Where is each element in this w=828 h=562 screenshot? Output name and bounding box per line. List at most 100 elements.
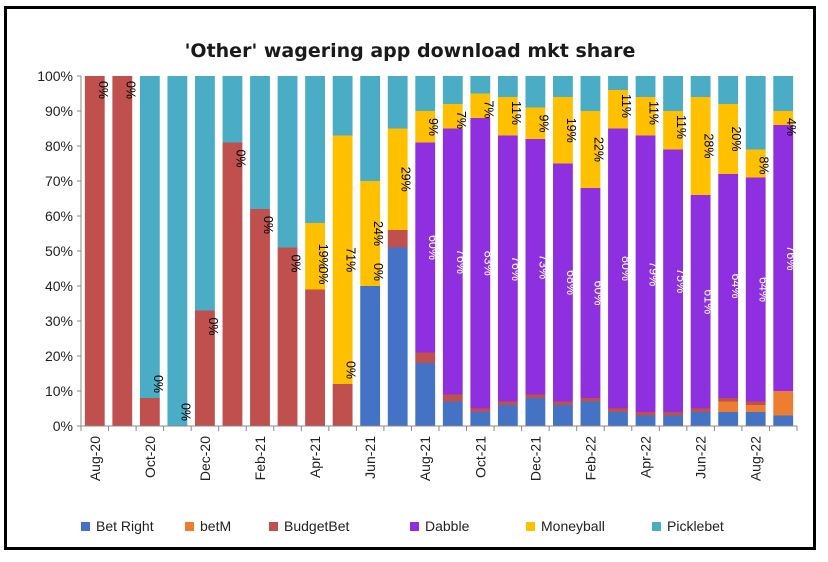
bar-segment-moneyball xyxy=(718,104,739,174)
legend-label-budgetbet: BudgetBet xyxy=(284,518,349,534)
data-label-moneyball: 7% xyxy=(481,100,495,118)
data-label-moneyball: 29% xyxy=(399,167,413,192)
bar-segment-dabble xyxy=(497,135,518,402)
bar-segment-budgetbet xyxy=(635,412,656,416)
data-label-dabble: 64% xyxy=(729,273,743,298)
bar-segment-budgetbet xyxy=(745,401,766,405)
bar-segment-picklebet xyxy=(745,76,766,150)
data-label-moneyball: 4% xyxy=(784,118,798,136)
legend-label-dabble: Dabble xyxy=(425,518,470,534)
bar-segment-moneyball xyxy=(497,97,518,136)
bar-segment-budgetbet xyxy=(580,398,601,402)
bar-segment-budgetbet xyxy=(195,310,215,426)
bar-segment-dabble xyxy=(525,139,546,395)
x-tick-label: Dec-21 xyxy=(527,436,543,481)
y-tick-label: 0% xyxy=(53,418,73,434)
bar-segment-bet-right xyxy=(525,398,546,426)
bar-segment-picklebet xyxy=(470,76,491,94)
bar-segment-budgetbet xyxy=(332,384,353,426)
bar-segment-budgetbet xyxy=(553,401,573,405)
bar-segment-picklebet xyxy=(195,76,215,311)
x-tick-label: Oct-21 xyxy=(472,436,488,478)
x-axis: Aug-20 Oct-20 Dec-20 Feb-21 Apr-21 Jun-21 Aug-… xyxy=(80,425,798,481)
x-tick-label: Feb-21 xyxy=(252,436,268,481)
bar-segment-dabble xyxy=(580,188,601,398)
data-label-dabble: 60% xyxy=(426,235,440,260)
bar-segment-budgetbet xyxy=(139,398,160,426)
bar-segment-moneyball xyxy=(635,97,656,136)
bar-segment-moneyball xyxy=(360,181,381,286)
bar-segment-picklebet xyxy=(497,76,518,97)
bar-segment-moneyball xyxy=(442,104,463,129)
data-label-dabble: 68% xyxy=(564,270,578,295)
data-label-moneyball: 11% xyxy=(509,101,523,125)
y-tick-label: 60% xyxy=(45,208,73,224)
data-label-moneyball: 11% xyxy=(674,115,688,139)
y-tick-label: 90% xyxy=(45,103,73,119)
data-labels: 0% 0% 0% 0% 0% 0% 0% 0% 0% 0% 0% 60% 76% 83% 76% 73% 68%… xyxy=(96,81,798,421)
bar-segment-picklebet xyxy=(580,76,601,111)
bar-segment-picklebet xyxy=(360,76,381,181)
legend-swatch-bet-right xyxy=(81,522,90,531)
bar-segment-bet-right xyxy=(497,405,518,426)
legend-swatch-moneyball xyxy=(526,522,535,531)
data-label-budgetbet: 0% xyxy=(151,375,165,393)
bar-segment-bet-right xyxy=(745,412,766,426)
bar-segment-picklebet xyxy=(305,76,325,223)
data-label-dabble: 76% xyxy=(784,245,798,270)
bar-segment-budgetbet xyxy=(112,76,133,426)
data-label-budgetbet: 0% xyxy=(371,263,385,281)
bar-segment-budgetbet xyxy=(497,401,518,405)
data-label-moneyball: 11% xyxy=(647,101,661,125)
data-label-dabble: 76% xyxy=(509,256,523,281)
bar-segment-picklebet xyxy=(139,76,160,398)
data-label-dabble: 83% xyxy=(481,251,495,276)
legend-swatch-dabble xyxy=(410,522,419,531)
y-axis: 0% 10% 20% 30% 40% 50% 60% 70% 80% 90% 100% xyxy=(37,68,82,434)
y-tick-label: 40% xyxy=(45,278,73,294)
bar-segment-bet-right xyxy=(470,412,491,426)
data-label-budgetbet: 0% xyxy=(316,266,330,284)
bar-segment-dabble xyxy=(635,135,656,412)
data-label-budgetbet: 0% xyxy=(233,149,247,167)
data-label-budgetbet: 0% xyxy=(123,81,137,99)
x-tick-label: Aug-22 xyxy=(748,436,764,481)
data-label-moneyball: 7% xyxy=(454,111,468,129)
bar-segment-bet-right xyxy=(718,412,739,426)
x-tick-label: Aug-21 xyxy=(417,436,433,481)
bar-segment-moneyball xyxy=(332,135,353,384)
data-label-dabble: 80% xyxy=(619,256,633,281)
chart-frame: 'Other' wagering app download mkt share … xyxy=(4,6,816,550)
bar-segment-bet-right xyxy=(360,286,381,426)
bar-segment-moneyball xyxy=(773,111,794,125)
legend-swatch-budgetbet xyxy=(269,522,278,531)
bar-segment-picklebet xyxy=(442,76,463,104)
bar-segment-bet-right xyxy=(608,412,628,426)
data-label-moneyball: 19% xyxy=(316,244,330,269)
bar-segment-moneyball xyxy=(305,223,325,290)
data-label-moneyball: 9% xyxy=(536,114,550,132)
bar-segment-picklebet xyxy=(690,76,711,97)
legend-label-betm: betM xyxy=(200,518,231,534)
data-label-budgetbet: 0% xyxy=(289,254,303,272)
data-label-moneyball: 28% xyxy=(702,133,716,158)
bar-segment-moneyball xyxy=(663,111,683,150)
data-label-moneyball: 9% xyxy=(426,118,440,136)
bar-segment-picklebet xyxy=(387,76,408,129)
legend-swatch-picklebet xyxy=(652,522,661,531)
data-label-moneyball: 24% xyxy=(371,221,385,246)
bar-segment-picklebet xyxy=(608,76,628,90)
bar-segment-dabble xyxy=(745,177,766,402)
data-label-dabble: 73% xyxy=(536,254,550,279)
legend-label-bet-right: Bet Right xyxy=(96,518,154,534)
data-label-moneyball: 22% xyxy=(591,137,605,162)
bar-segment-picklebet xyxy=(222,76,243,143)
data-label-budgetbet: 0% xyxy=(261,216,275,234)
bar-segment-bet-right xyxy=(387,247,408,426)
y-tick-label: 70% xyxy=(45,173,73,189)
data-label-dabble: 60% xyxy=(591,280,605,305)
data-label-moneyball: 11% xyxy=(619,94,633,118)
bar-segment-betm xyxy=(745,405,766,412)
bar-segment-picklebet xyxy=(277,76,298,248)
chart-title: 'Other' wagering app download mkt share xyxy=(185,40,636,62)
